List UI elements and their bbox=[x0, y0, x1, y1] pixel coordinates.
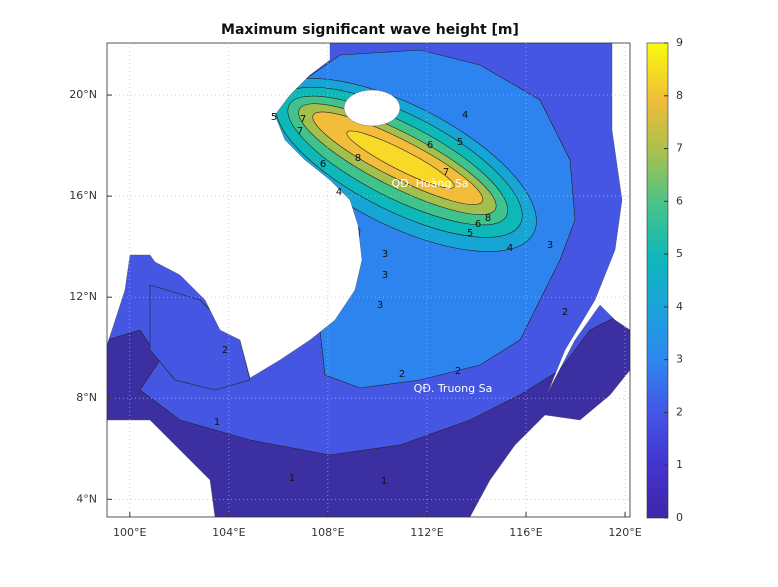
x-tick-label: 112°E bbox=[410, 526, 443, 539]
colorbar-tick-label: 3 bbox=[676, 353, 683, 366]
contour-label: 5 bbox=[467, 228, 473, 239]
contour-label: 1 bbox=[381, 476, 387, 487]
contour-label: 2 bbox=[399, 369, 405, 380]
contour-label: 2 bbox=[222, 345, 228, 356]
colorbar-tick-label: 2 bbox=[676, 405, 683, 418]
contour-label: 2 bbox=[562, 307, 568, 318]
contour-label: 7 bbox=[297, 126, 303, 137]
x-tick-label: 120°E bbox=[608, 526, 641, 539]
contour-label: 4 bbox=[507, 243, 513, 254]
colorbar bbox=[646, 42, 669, 519]
y-tick-label: 20°N bbox=[69, 88, 97, 101]
contour-label: 6 bbox=[427, 140, 433, 151]
annotation: QĐ. Truong Sa bbox=[414, 382, 493, 395]
contour-label: 5 bbox=[271, 112, 277, 123]
y-tick-label: 4°N bbox=[76, 492, 97, 505]
x-tick-label: 100°E bbox=[113, 526, 146, 539]
y-tick-label: 16°N bbox=[69, 189, 97, 202]
colorbar-tick-label: 0 bbox=[676, 511, 683, 524]
contour-label: 3 bbox=[377, 300, 383, 311]
colorbar-tick-label: 4 bbox=[676, 300, 683, 313]
contour-label: 3 bbox=[382, 249, 388, 260]
y-tick-label: 8°N bbox=[76, 391, 97, 404]
contour-label: 8 bbox=[355, 153, 361, 164]
contour-label: 2 bbox=[455, 366, 461, 377]
y-tick-label: 12°N bbox=[69, 290, 97, 303]
contour-label: 3 bbox=[547, 240, 553, 251]
colorbar-tick-label: 8 bbox=[676, 89, 683, 102]
x-tick-label: 104°E bbox=[212, 526, 245, 539]
contour-label: 3 bbox=[382, 270, 388, 281]
contour-label: 1 bbox=[214, 417, 220, 428]
colorbar-tick-label: 5 bbox=[676, 247, 683, 260]
colorbar-tick-label: 6 bbox=[676, 194, 683, 207]
colorbar-tick-label: 1 bbox=[676, 458, 683, 471]
x-tick-label: 108°E bbox=[311, 526, 344, 539]
colorbar-tick-label: 7 bbox=[676, 142, 683, 155]
colorbar-tick-label: 9 bbox=[676, 36, 683, 49]
contour-label: 5 bbox=[457, 137, 463, 148]
contour-label: 7 bbox=[300, 114, 306, 125]
contour-label: 1 bbox=[289, 473, 295, 484]
map-title: Maximum significant wave height [m] bbox=[221, 22, 519, 38]
contour-label: 6 bbox=[475, 219, 481, 230]
contour-label: 8 bbox=[485, 213, 491, 224]
wave-field bbox=[107, 43, 630, 517]
contour-label: 6 bbox=[320, 159, 326, 170]
contour-label: 7 bbox=[443, 167, 449, 178]
contour-label: 4 bbox=[336, 187, 342, 198]
map-frame bbox=[106, 42, 631, 518]
contour-label: 4 bbox=[462, 110, 468, 121]
x-tick-label: 116°E bbox=[509, 526, 542, 539]
annotation: QĐ. Hoàng Sa bbox=[391, 177, 468, 190]
